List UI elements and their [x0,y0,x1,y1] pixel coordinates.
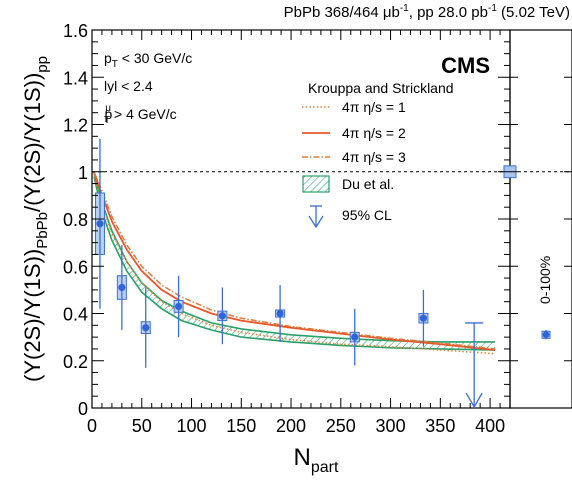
cut-pt-base: p [104,50,112,66]
y-tick-label: 0.6 [63,257,88,277]
cut-mu-base: p [104,106,112,122]
legend-label-eta2: 4π η/s = 2 [342,125,406,141]
y-tick-label: 1.6 [63,21,88,41]
cut-mu-rest: > 4 GeV/c [110,106,177,122]
cut-pt-rest: < 30 GeV/c [118,50,192,66]
x-tick-label: 100 [177,416,207,436]
y-label-sub2: pp [34,56,51,73]
du-band-upper-edge [93,171,496,343]
model-title: Krouppa and Strickland [308,80,454,96]
cut-mu-sub: T [104,115,110,126]
data-point [218,312,226,320]
data-points-group [94,138,517,409]
krouppa-curve-solid [93,171,496,351]
cut-mu-pt: pμ T > 4 GeV/c [104,103,177,126]
y-label-sub1: PbPb [34,212,51,249]
x-tick-label: 50 [132,416,152,436]
x-tick-label: 200 [276,416,306,436]
krouppa-curve-dotted [93,173,496,355]
legend-du-swatch [302,175,330,193]
data-point [419,314,428,322]
legend-label-eta1: 4π η/s = 1 [342,99,406,115]
header-left: PbPb 368/464 μb [284,4,400,21]
model-curves-group [93,171,496,355]
x-label-sub: part [311,459,339,476]
integrated-plot-frame [509,29,572,409]
y-tick-label: 0 [78,399,88,419]
experiment-label: CMS [441,53,490,78]
header-tail: (5.02 TeV) [497,4,570,21]
y-axis-label: (Υ(2S)/Υ(1S))PbPb/(Υ(2S)/Υ(1S))pp [20,56,51,382]
chart-header: PbPb 368/464 μb-1, pp 28.0 pb-1 (5.02 Te… [284,3,570,21]
upper-limit-arrowhead [465,392,483,409]
y-tick-label: 0.8 [63,210,88,230]
du-band-group [93,171,496,351]
y-label-part2: /(Υ(2S)/Υ(1S)) [20,73,45,212]
data-point [276,309,284,318]
cut-mu-sup: μ [105,103,111,114]
legend-cl-arrowhead [308,215,324,229]
data-point [351,333,359,341]
data-point [96,220,104,228]
x-tick-label: 300 [376,416,406,436]
legend-label-du: Du et al. [342,176,394,192]
cut-y-base: lyl < 2.4 [104,78,153,94]
du-band-fill [94,171,496,351]
header-left-sup: -1 [400,3,409,14]
x-tick-label: 350 [425,416,455,436]
x-tick-label: 150 [226,416,256,436]
x-tick-label: 400 [475,416,505,436]
integrated-group [541,330,551,340]
legend: 4π η/s = 1 4π η/s = 2 4π η/s = 3 Du et a… [302,99,406,229]
legend-label-eta3: 4π η/s = 3 [342,149,406,165]
header-right-sup: -1 [488,3,497,14]
y-tick-label: 0.2 [63,352,88,372]
x-label-main: N [294,444,311,471]
y-tick-label: 0.4 [63,305,88,325]
legend-label-cl: 95% CL [342,207,392,223]
x-tick-label: 0 [87,416,97,436]
krouppa-curve-dashdot [93,171,496,350]
data-point [174,302,183,311]
x-axis-label: Npart [294,444,339,476]
data-point [118,283,126,292]
x-tick-label: 250 [326,416,356,436]
axes-group: 0 50 100 150 200 250 300 350 400 0 0.2 0.4 0.6 0.8 1 1.… [63,21,572,436]
data-point [142,324,150,332]
du-band-lower-edge [93,176,496,351]
cut-pt-sub: T [112,59,118,70]
integrated-label: 0-100% [537,256,553,304]
y-tick-label: 1.4 [63,68,88,88]
cut-y: lyl < 2.4 [104,78,153,94]
y-tick-label: 1.2 [63,116,88,136]
integrated-point [542,331,550,339]
cut-pt: pT < 30 GeV/c [104,50,192,70]
y-label-part1: (Υ(2S)/Υ(1S)) [20,249,45,382]
header-right: , pp 28.0 pb [409,4,488,21]
y-tick-label: 1 [78,163,88,183]
